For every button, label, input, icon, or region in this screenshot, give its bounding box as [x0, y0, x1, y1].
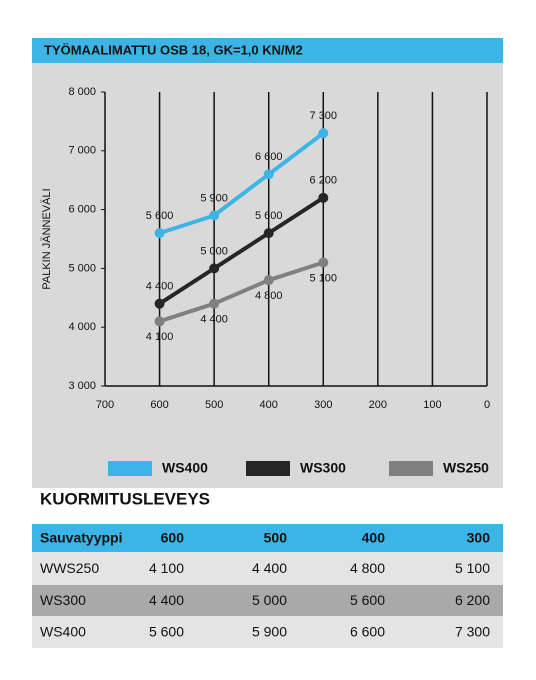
table-cell: 4 400 [252, 560, 287, 576]
data-label: 6 600 [255, 151, 283, 163]
table-cell: 7 300 [455, 624, 490, 640]
table-row [32, 552, 503, 585]
point [318, 257, 329, 268]
y-axis-label: PALKIN JÄNNEVÄLI [41, 188, 53, 289]
table-cell: 4 400 [149, 592, 184, 608]
chart-title: TYÖMAALIMATTU OSB 18, GK=1,0 KN/M2 [44, 42, 303, 57]
table-header [32, 524, 503, 552]
y-tick-label: 7 000 [68, 145, 96, 157]
table-row [32, 616, 503, 648]
data-label: 5 100 [310, 272, 338, 284]
x-tick-label: 600 [150, 399, 168, 411]
point [318, 128, 329, 139]
y-tick-label: 8 000 [68, 86, 96, 98]
series-line [158, 260, 324, 324]
table: Sauvatyyppi 600 500 400 300 WWS250 4 100 4 400 4… [32, 524, 503, 648]
panel [32, 38, 503, 488]
point [209, 298, 220, 309]
table-cell: 6 200 [455, 592, 490, 608]
table-cell: 5 600 [350, 592, 385, 608]
table-cell: 5 900 [252, 624, 287, 640]
table-cell: 4 800 [350, 560, 385, 576]
series-line [158, 196, 325, 306]
data-label: 4 100 [146, 331, 174, 343]
data-label: 6 200 [310, 175, 338, 187]
series-line [158, 131, 325, 236]
table-cell: 4 100 [149, 560, 184, 576]
x-tick-label: 300 [314, 399, 332, 411]
table-header-cell: Sauvatyyppi [40, 530, 122, 546]
table-cell: 5 000 [252, 592, 287, 608]
table-cell: 5 100 [455, 560, 490, 576]
x-tick-label: 200 [369, 399, 387, 411]
data-label: 4 400 [200, 314, 228, 326]
data-label: 5 600 [255, 210, 283, 222]
point [154, 228, 165, 239]
point [263, 228, 274, 239]
table-row [32, 585, 503, 616]
data-label: 5 600 [146, 210, 174, 222]
legend-label: WS400 [162, 460, 208, 476]
legend-swatch [246, 461, 290, 476]
legend-label: WS300 [300, 460, 346, 476]
y-tick-label: 5 000 [68, 262, 96, 274]
x-axis-label: KUORMITUSLEVEYS [40, 489, 210, 508]
table-header-cell: 300 [467, 530, 491, 546]
point [154, 316, 165, 327]
legend-swatch [389, 461, 433, 476]
x-tick-label: 100 [423, 399, 441, 411]
data-label: 4 400 [146, 281, 174, 293]
data-label: 5 000 [200, 245, 228, 257]
point [209, 210, 220, 221]
table-header-cell: 400 [362, 530, 386, 546]
y-tick-label: 4 000 [68, 321, 96, 333]
data-label: 4 800 [255, 290, 283, 302]
point [154, 298, 165, 309]
table-header-cell: 500 [264, 530, 288, 546]
table-cell: 5 600 [149, 624, 184, 640]
point [263, 275, 274, 286]
data-label: 7 300 [310, 110, 338, 122]
point [318, 192, 329, 203]
title-bar [32, 38, 503, 63]
table-cell: 6 600 [350, 624, 385, 640]
x-tick-label: 400 [260, 399, 278, 411]
x-tick-label: 0 [484, 399, 490, 411]
legend-swatch [108, 461, 152, 476]
data-label: 5 900 [200, 192, 228, 204]
point [209, 263, 220, 274]
table-header-cell: 600 [161, 530, 185, 546]
y-tick-label: 6 000 [68, 204, 96, 216]
table-cell: WWS250 [40, 560, 99, 576]
point [263, 169, 274, 180]
x-tick-label: 500 [205, 399, 223, 411]
table-cell: WS400 [40, 624, 86, 640]
y-tick-label: 3 000 [68, 380, 96, 392]
table-cell: WS300 [40, 592, 86, 608]
legend-label: WS250 [443, 460, 489, 476]
x-tick-label: 700 [96, 399, 114, 411]
